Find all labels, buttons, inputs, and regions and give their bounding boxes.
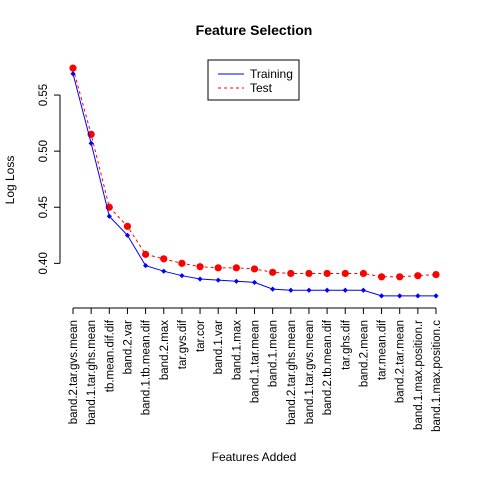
x-tick-label: band.2.mean — [358, 320, 370, 387]
x-tick-label: tar.ghs.dif — [340, 319, 352, 370]
data-point-test — [432, 270, 440, 279]
y-tick-label: 0.50 — [38, 140, 50, 162]
data-point-training — [70, 71, 76, 77]
data-point-test — [269, 268, 277, 276]
data-point-training — [360, 287, 366, 293]
data-point-test — [323, 269, 331, 278]
y-axis-label: Log Loss — [3, 156, 17, 205]
data-point-test — [414, 272, 422, 280]
chart-title: Feature Selection — [196, 22, 313, 38]
data-point-training — [197, 276, 203, 282]
data-point-training — [288, 287, 294, 293]
data-point-test — [377, 273, 386, 281]
series-line-training — [72, 73, 436, 297]
x-axis-label: Features Added — [212, 450, 297, 464]
y-tick-label: 0.45 — [38, 196, 50, 218]
data-point-training — [88, 140, 94, 146]
data-point-test — [341, 269, 349, 278]
data-point-test — [142, 250, 150, 258]
x-tick-label: band.1.max.position.r — [413, 320, 425, 430]
data-point-training — [270, 286, 276, 292]
data-point-test — [232, 264, 240, 272]
data-point-test — [214, 264, 222, 272]
data-point-training — [106, 213, 112, 219]
x-tick-label: band.1.tar.ghs.mean — [86, 320, 98, 425]
data-point-training — [124, 232, 131, 238]
data-point-training — [324, 287, 330, 293]
y-tick-label: 0.40 — [38, 252, 50, 274]
legend-label-training: Training — [250, 67, 293, 81]
x-tick-label: tar.cor — [195, 320, 207, 352]
data-point-training — [251, 279, 258, 286]
data-point-test — [69, 64, 77, 72]
x-axis: band.2.tar.gvs.mean band.1.tar.ghs.mean tb… — [68, 307, 443, 432]
data-point-training — [233, 278, 239, 284]
data-point-training — [143, 262, 149, 269]
legend-box — [207, 59, 300, 101]
data-point-training — [342, 287, 348, 293]
x-tick-label: band.1.max — [231, 320, 243, 380]
data-point-test — [196, 263, 204, 271]
plot-area — [69, 64, 440, 299]
data-point-training — [415, 293, 421, 299]
x-tick-label: tar.mean.dif — [377, 319, 389, 380]
x-tick-label: band.2.var — [122, 320, 134, 375]
y-tick-label: 0.55 — [38, 84, 50, 106]
data-point-training — [179, 273, 185, 279]
data-point-test — [178, 259, 186, 267]
x-tick-label: band.1.max.position.c — [431, 320, 443, 432]
data-point-training — [215, 277, 221, 283]
x-tick-label: band.1.tar.gvs.mean — [304, 320, 316, 424]
x-tick-label: band.1.tar.mean — [250, 320, 262, 403]
data-point-test — [359, 269, 367, 278]
data-point-test — [287, 269, 295, 278]
x-tick-label: band.2.tar.gvs.mean — [68, 320, 80, 424]
x-tick-label: band.1.tb.mean.dif — [141, 319, 153, 415]
x-tick-label: band.2.tb.mean.dif — [322, 319, 334, 415]
data-point-training — [397, 293, 403, 299]
x-tick-label: band.2.tar.mean — [395, 320, 407, 403]
data-point-test — [160, 255, 168, 263]
x-tick-label: tb.mean.dif.dif — [104, 319, 116, 392]
data-point-test — [250, 265, 259, 273]
data-point-training — [161, 268, 167, 274]
x-tick-label: band.2.tar.ghs.mean — [286, 320, 298, 425]
data-point-training — [306, 287, 312, 293]
data-point-test — [123, 222, 132, 230]
y-axis: 0.40 0.45 0.50 0.55 — [38, 84, 61, 275]
data-point-test — [396, 273, 404, 281]
x-tick-label: band.1.var — [213, 320, 225, 375]
legend: Training Test — [207, 59, 300, 101]
legend-label-test: Test — [250, 81, 273, 95]
x-tick-label: band.2.max — [159, 320, 171, 380]
data-point-training — [433, 293, 439, 299]
data-point-training — [378, 293, 385, 299]
x-tick-label: band.1.mean — [268, 320, 280, 387]
x-tick-label: tar.gvs.dif — [177, 319, 189, 369]
data-point-test — [305, 269, 313, 278]
